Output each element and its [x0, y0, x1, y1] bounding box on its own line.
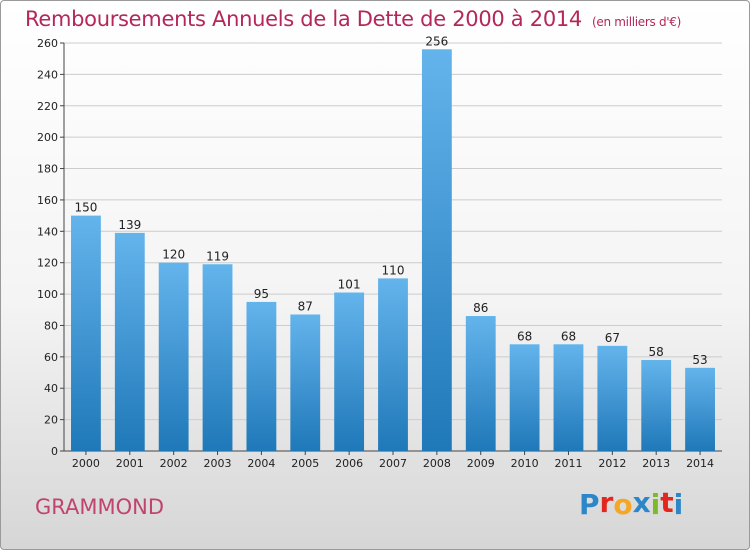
y-tick-label: 60	[44, 351, 58, 364]
y-tick-label: 180	[37, 163, 58, 176]
value-label-2002: 120	[162, 248, 185, 262]
x-tick-label-2009: 2009	[467, 457, 495, 470]
value-label-2012: 67	[605, 331, 620, 345]
x-tick-label-2003: 2003	[204, 457, 232, 470]
bar-2014	[685, 367, 715, 451]
logo-letter: t	[660, 486, 674, 519]
y-tick-label: 220	[37, 100, 58, 113]
value-label-2010: 68	[517, 329, 532, 343]
bar-2005	[290, 314, 321, 451]
value-label-2008: 256	[425, 34, 448, 48]
bar-2000	[71, 215, 101, 451]
y-tick-label: 80	[44, 319, 58, 332]
y-tick-label: 200	[37, 131, 58, 144]
bar-2007	[378, 278, 408, 451]
value-label-2013: 58	[649, 345, 664, 359]
y-tick-label: 20	[44, 414, 58, 427]
bar-2012	[597, 345, 628, 451]
value-label-2005: 87	[298, 299, 313, 313]
logo-letter: i	[673, 488, 684, 521]
x-tick-label-2002: 2002	[160, 457, 188, 470]
value-label-2007: 110	[382, 263, 405, 277]
y-tick-label: 0	[51, 445, 58, 458]
value-label-2000: 150	[74, 201, 97, 215]
unit-label: (en milliers d'€)	[592, 15, 682, 29]
bar-2011	[553, 344, 584, 451]
labels: 0 20 40 60 80 100 120 140 160 180 200 220 240 260 150 2…	[37, 34, 714, 470]
chart-title: Remboursements Annuels de la Dette de 20…	[25, 7, 681, 31]
y-tick-label: 160	[37, 194, 58, 207]
x-tick-label-2000: 2000	[72, 457, 100, 470]
x-tick-label-2011: 2011	[554, 457, 582, 470]
value-label-2001: 139	[118, 218, 141, 232]
bar-2004	[246, 301, 277, 451]
y-tick-label: 260	[37, 37, 58, 50]
bar-2001	[114, 232, 145, 451]
bar-2006	[334, 292, 365, 451]
bar-2010	[509, 344, 540, 451]
y-tick-label: 140	[37, 225, 58, 238]
value-label-2003: 119	[206, 249, 229, 263]
x-tick-label-2012: 2012	[598, 457, 626, 470]
bar-2013	[641, 359, 672, 451]
logo-letter: P	[579, 488, 600, 521]
x-tick-label-2005: 2005	[291, 457, 319, 470]
logo-letter: i	[650, 488, 661, 521]
x-tick-label-2013: 2013	[642, 457, 670, 470]
y-tick-label: 100	[37, 288, 58, 301]
bar-2003	[202, 264, 233, 451]
logo-letter: x	[632, 486, 651, 519]
value-label-2006: 101	[338, 278, 361, 292]
x-tick-label-2008: 2008	[423, 457, 451, 470]
value-label-2009: 86	[473, 301, 488, 315]
logo-letter: o	[613, 488, 633, 521]
logo-letter: r	[599, 486, 614, 519]
y-tick-label: 240	[37, 68, 58, 81]
bar-2008	[421, 49, 452, 452]
value-label-2014: 53	[692, 353, 707, 367]
title-text: Remboursements Annuels de la Dette de 20…	[25, 7, 582, 31]
x-tick-label-2007: 2007	[379, 457, 407, 470]
x-tick-label-2014: 2014	[686, 457, 714, 470]
bars	[71, 49, 715, 452]
bar-2009	[465, 316, 496, 451]
x-tick-label-2006: 2006	[335, 457, 363, 470]
commune-name: GRAMMOND	[35, 495, 165, 519]
bar-2002	[158, 262, 189, 451]
value-label-2011: 68	[561, 329, 576, 343]
x-tick-label-2004: 2004	[247, 457, 275, 470]
y-tick-label: 40	[44, 382, 58, 395]
x-tick-label-2010: 2010	[511, 457, 539, 470]
y-tick-label: 120	[37, 257, 58, 270]
value-label-2004: 95	[254, 287, 269, 301]
x-tick-label-2001: 2001	[116, 457, 144, 470]
proxiti-logo: Proxiti	[579, 486, 684, 521]
